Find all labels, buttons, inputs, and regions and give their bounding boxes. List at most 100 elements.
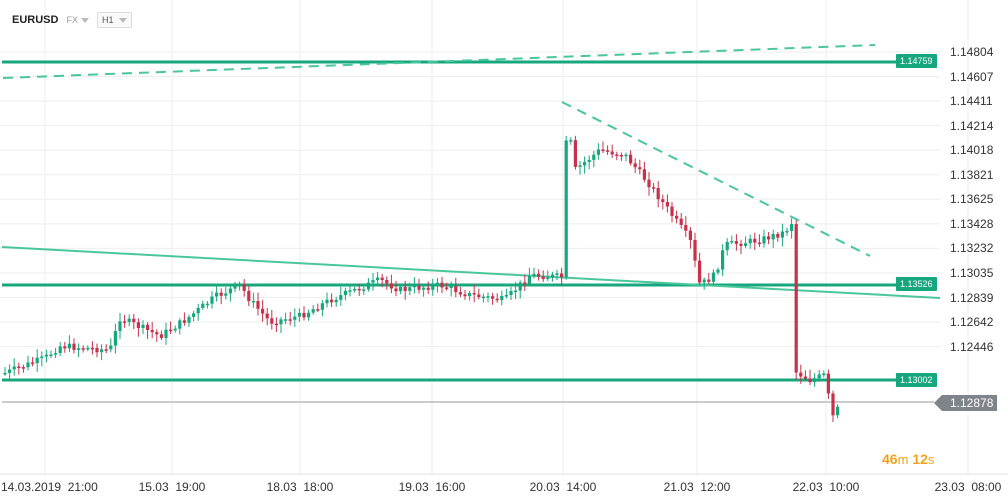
- dashed-trend-line[interactable]: [2, 44, 876, 79]
- candle: [541, 270, 545, 283]
- candle: [656, 181, 660, 208]
- candle: [284, 312, 288, 325]
- candle: [518, 280, 522, 299]
- candle: [679, 212, 683, 229]
- candle: [104, 344, 108, 354]
- drawing-lines: [1, 44, 941, 403]
- candle: [716, 267, 720, 275]
- candle: [813, 373, 817, 387]
- candle: [362, 286, 366, 295]
- market-selector[interactable]: FX: [66, 15, 89, 25]
- chart-toolbar: EURUSD FX H1: [6, 10, 133, 30]
- candle: [81, 345, 85, 353]
- candle: [610, 144, 614, 158]
- candle: [711, 269, 715, 286]
- chevron-down-icon: [119, 17, 128, 23]
- countdown-seconds-unit: s: [927, 452, 935, 467]
- candle: [803, 370, 807, 382]
- candle: [753, 232, 757, 251]
- candle: [311, 304, 315, 315]
- candle: [242, 279, 246, 297]
- candle: [785, 227, 789, 236]
- candle: [688, 226, 692, 249]
- candle: [196, 303, 200, 321]
- candle: [12, 358, 16, 376]
- candle: [435, 277, 439, 293]
- candle: [721, 244, 725, 276]
- y-tick-label: 1.14214: [950, 118, 994, 133]
- level-price-tag[interactable]: 1.14759: [896, 54, 937, 68]
- candle: [371, 273, 375, 291]
- candle: [26, 355, 30, 371]
- candle: [725, 238, 729, 256]
- candle: [238, 281, 242, 291]
- candle: [537, 269, 541, 281]
- candle: [757, 234, 761, 248]
- candle: [412, 277, 416, 294]
- candle: [67, 335, 71, 353]
- candle: [339, 286, 343, 306]
- candle: [458, 287, 462, 298]
- candle: [155, 329, 159, 342]
- candle: [776, 231, 780, 242]
- candle: [707, 272, 711, 284]
- candle: [376, 271, 380, 285]
- candle-countdown: 46m 12s: [882, 451, 934, 467]
- candle: [256, 292, 260, 316]
- symbol-label[interactable]: EURUSD: [12, 14, 59, 26]
- candle: [274, 317, 278, 333]
- candle: [297, 308, 301, 322]
- candle: [730, 235, 734, 245]
- candle: [302, 306, 306, 321]
- candle: [3, 367, 7, 376]
- candle: [578, 161, 582, 175]
- candle: [228, 286, 232, 302]
- candle: [86, 345, 90, 352]
- candle: [555, 269, 559, 281]
- candle: [261, 300, 265, 322]
- candle: [58, 342, 62, 357]
- grid-lines: [0, 0, 1008, 475]
- candle: [49, 350, 53, 358]
- candle: [265, 308, 269, 326]
- candle: [288, 311, 292, 326]
- candle: [118, 312, 122, 340]
- candle: [251, 292, 255, 308]
- candle: [500, 290, 504, 306]
- candle: [615, 151, 619, 161]
- dashed-trend-line[interactable]: [561, 101, 871, 257]
- candle: [831, 390, 835, 423]
- x-tick-label: 23.03 08:00: [934, 480, 1002, 494]
- candle: [734, 234, 738, 251]
- candle: [693, 232, 697, 268]
- candle: [550, 271, 554, 282]
- candle: [445, 282, 449, 291]
- candle: [113, 323, 117, 354]
- current-price-tag: 1.12878: [934, 395, 998, 411]
- candle: [527, 267, 531, 286]
- candle: [684, 216, 688, 238]
- candle: [159, 330, 163, 341]
- y-tick-label: 1.13625: [950, 192, 994, 207]
- candle: [744, 236, 748, 249]
- trend-line[interactable]: [1, 246, 941, 299]
- candle: [40, 351, 44, 367]
- candle: [72, 338, 76, 354]
- candle: [31, 357, 35, 367]
- candle: [403, 280, 407, 300]
- candle: [385, 276, 389, 290]
- candle: [426, 281, 430, 295]
- timeframe-selector[interactable]: H1: [96, 12, 133, 28]
- candle: [573, 135, 577, 170]
- candle: [504, 288, 508, 299]
- candle: [357, 283, 361, 296]
- candle: [348, 285, 352, 297]
- candle: [123, 314, 127, 328]
- y-tick-label: 1.12642: [950, 315, 994, 330]
- level-price-tag[interactable]: 1.13002: [896, 373, 937, 387]
- candle: [790, 218, 794, 239]
- x-tick-label: 22.03 10:00: [792, 480, 860, 494]
- level-price-tag[interactable]: 1.13526: [896, 277, 937, 291]
- candle: [63, 341, 67, 353]
